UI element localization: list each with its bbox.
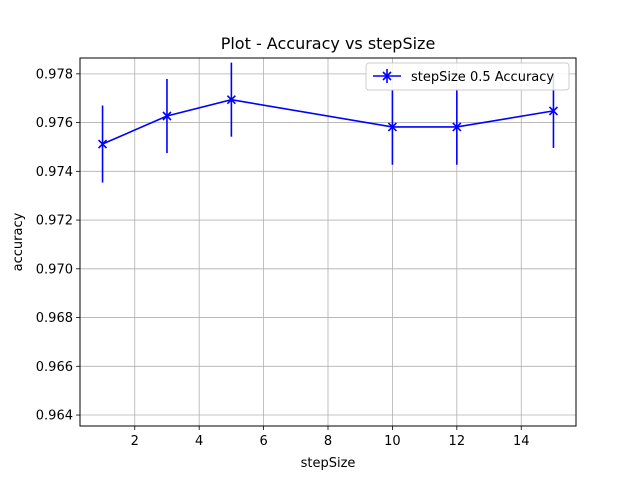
series-line [102,98,554,145]
series [97,62,559,183]
x-tick-label: 6 [259,434,267,449]
x-tick-label: 8 [324,434,332,449]
y-tick-label: 0.968 [36,311,73,326]
plot-area-frame [79,57,577,427]
data-point-marker [387,122,397,132]
x-tick-label: 14 [513,434,530,449]
series-layer [97,62,559,183]
y-tick-label: 0.966 [36,360,73,375]
legend-label: stepSize 0.5 Accuracy [411,70,554,85]
y-tick-label: 0.976 [36,116,73,131]
y-tick-label: 0.974 [36,165,73,180]
x-tick-label: 4 [195,434,203,449]
data-point-marker [97,139,108,149]
y-axis-label: accuracy [11,212,26,271]
grid-layer [80,58,576,426]
legend: stepSize 0.5 Accuracy [365,62,570,91]
y-tick-label: 0.964 [36,409,73,424]
x-tick-label: 10 [384,434,401,449]
y-tick-label: 0.978 [36,67,73,82]
chart-title: Plot - Accuracy vs stepSize [221,34,436,53]
x-axis-label: stepSize [301,456,356,471]
tick-layer: 2 4 6 8 10 12 14 0.964 0.966 0.968 0.970 0.972 0.974… [36,67,530,449]
legend-box [365,62,570,91]
y-tick-label: 0.970 [36,262,73,277]
legend-marker-icon [382,69,392,83]
data-point-marker [452,122,462,132]
data-point-marker [226,95,236,105]
data-point-marker [162,111,172,121]
x-tick-label: 12 [449,434,466,449]
data-point-marker [548,106,559,116]
y-tick-label: 0.972 [36,214,73,229]
x-tick-label: 2 [131,434,139,449]
